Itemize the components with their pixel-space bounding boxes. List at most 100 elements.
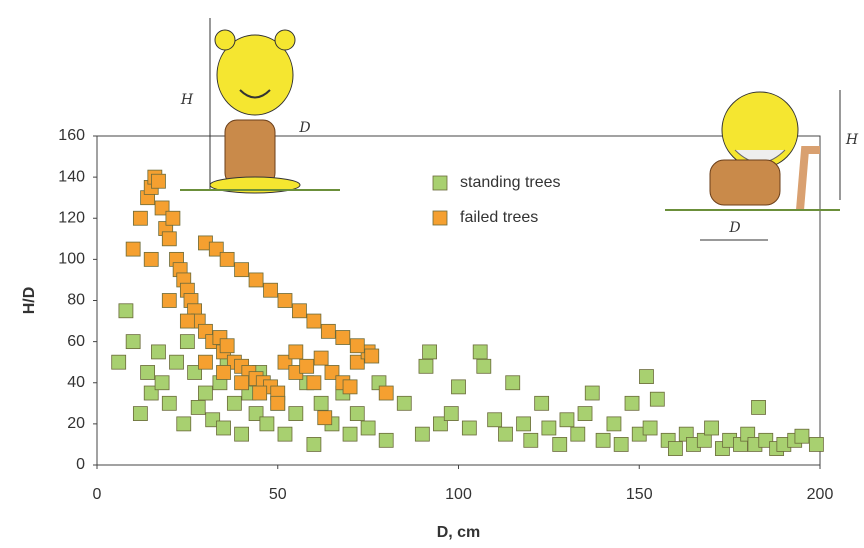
point [220, 339, 234, 353]
point [473, 345, 487, 359]
point [318, 411, 332, 425]
point [444, 407, 458, 421]
point [151, 345, 165, 359]
point [227, 396, 241, 410]
y-tick-label: 160 [58, 127, 85, 144]
bear-fallen [665, 90, 840, 240]
point [177, 417, 191, 431]
point [697, 433, 711, 447]
point [289, 345, 303, 359]
y-tick-label: 140 [58, 168, 85, 185]
point [397, 396, 411, 410]
annotation: H [845, 132, 859, 148]
point [321, 324, 335, 338]
legend-marker [433, 211, 447, 225]
point [278, 427, 292, 441]
y-tick-label: 120 [58, 209, 85, 226]
point [488, 413, 502, 427]
point [350, 339, 364, 353]
point [506, 376, 520, 390]
point [235, 376, 249, 390]
bear-standing [180, 18, 340, 193]
point [253, 386, 267, 400]
point [260, 417, 274, 431]
point [307, 376, 321, 390]
y-tick-label: 40 [67, 374, 85, 391]
annotation: D [728, 220, 740, 236]
x-axis-title: D, cm [437, 524, 481, 541]
annotation: D [298, 120, 310, 136]
point [462, 421, 476, 435]
y-tick-label: 20 [67, 415, 85, 432]
point [119, 304, 133, 318]
point [162, 232, 176, 246]
point [162, 294, 176, 308]
point [278, 294, 292, 308]
point [643, 421, 657, 435]
point [452, 380, 466, 394]
point [585, 386, 599, 400]
point [151, 174, 165, 188]
point [300, 359, 314, 373]
x-tick-label: 150 [626, 486, 653, 503]
point [477, 359, 491, 373]
point [517, 417, 531, 431]
point [596, 433, 610, 447]
point [379, 433, 393, 447]
y-axis-title: H/D [21, 287, 38, 315]
point [144, 252, 158, 266]
point [166, 211, 180, 225]
point [535, 396, 549, 410]
point [423, 345, 437, 359]
y-tick-label: 60 [67, 333, 85, 350]
point [614, 437, 628, 451]
point [307, 437, 321, 451]
x-tick-label: 0 [93, 486, 102, 503]
point [379, 386, 393, 400]
point [180, 335, 194, 349]
point [198, 386, 212, 400]
point [112, 355, 126, 369]
point [217, 421, 231, 435]
point [191, 400, 205, 414]
point [415, 427, 429, 441]
point [217, 365, 231, 379]
point [289, 407, 303, 421]
x-tick-label: 50 [269, 486, 287, 503]
point [639, 370, 653, 384]
y-tick-label: 100 [58, 251, 85, 268]
point [524, 433, 538, 447]
point [542, 421, 556, 435]
point [133, 407, 147, 421]
x-tick-label: 100 [445, 486, 472, 503]
legend-label: standing trees [460, 174, 561, 191]
point [292, 304, 306, 318]
point [264, 283, 278, 297]
y-tick-label: 80 [67, 292, 85, 309]
point [314, 396, 328, 410]
point [625, 396, 639, 410]
point [314, 351, 328, 365]
point [155, 376, 169, 390]
point [170, 355, 184, 369]
point [498, 427, 512, 441]
point [249, 273, 263, 287]
point [419, 359, 433, 373]
point [607, 417, 621, 431]
point [343, 427, 357, 441]
point [180, 314, 194, 328]
point [307, 314, 321, 328]
point [133, 211, 147, 225]
y-tick-label: 0 [76, 456, 85, 473]
point [795, 429, 809, 443]
point [705, 421, 719, 435]
legend-marker [433, 176, 447, 190]
point [235, 427, 249, 441]
chart: standing treesfailed trees 0 20 40 60 80 100 1… [0, 0, 864, 548]
point [553, 437, 567, 451]
point [141, 365, 155, 379]
point [271, 396, 285, 410]
point [668, 442, 682, 456]
point [365, 349, 379, 363]
